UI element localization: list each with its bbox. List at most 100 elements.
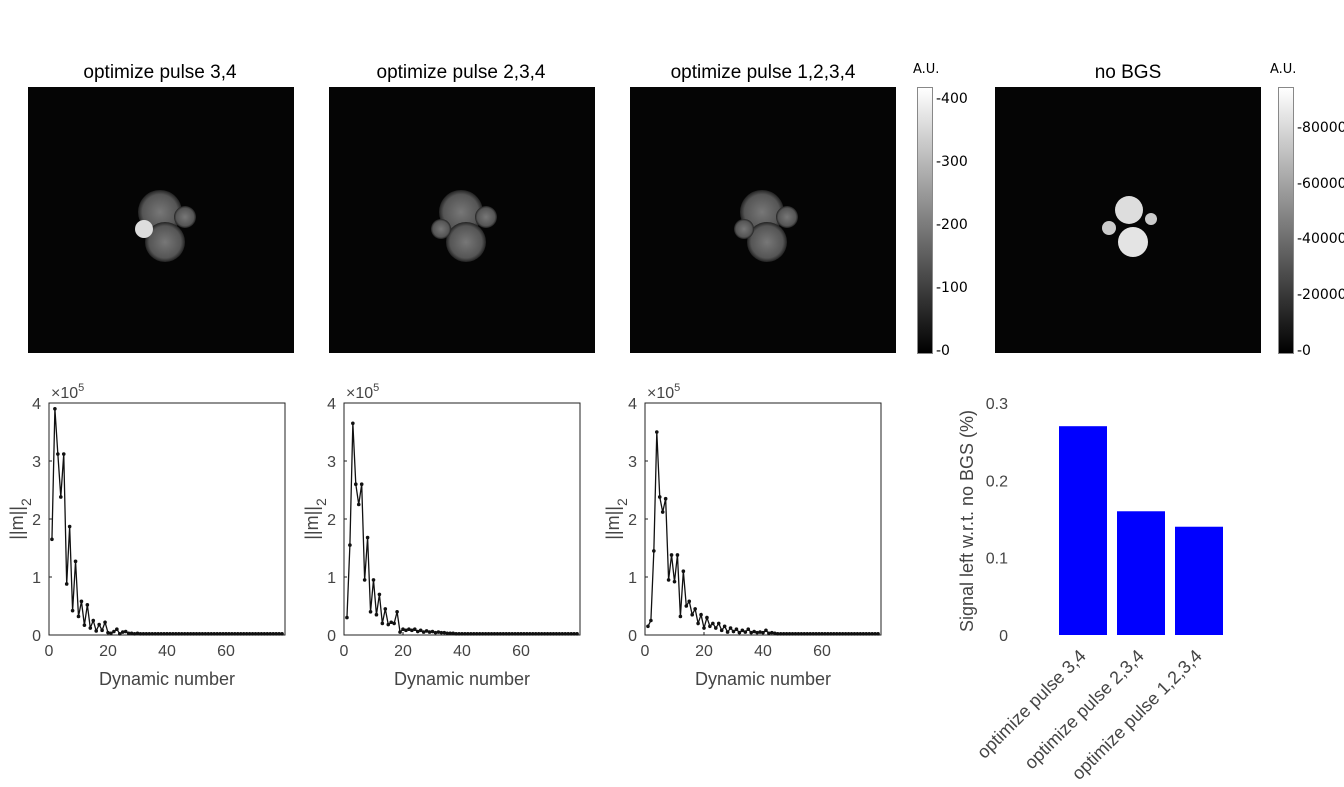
data-point xyxy=(533,632,538,636)
data-point xyxy=(129,631,134,636)
data-point xyxy=(775,632,780,636)
data-point xyxy=(708,624,712,629)
data-point xyxy=(424,629,429,633)
data-point xyxy=(112,629,116,634)
data-point xyxy=(516,632,520,636)
data-point xyxy=(554,632,559,636)
data-point xyxy=(218,632,222,636)
y-tick-label: 3 xyxy=(327,454,336,471)
data-point xyxy=(843,632,848,636)
y-tick-label: 0 xyxy=(327,628,336,645)
data-point xyxy=(758,630,762,634)
data-point xyxy=(536,632,541,636)
data-point xyxy=(398,630,402,634)
data-point xyxy=(796,632,801,636)
data-point xyxy=(770,630,774,635)
data-point xyxy=(224,632,228,636)
data-point xyxy=(734,627,739,631)
data-point xyxy=(362,578,367,582)
data-point xyxy=(177,632,181,636)
data-point xyxy=(144,632,149,636)
bar xyxy=(1117,511,1165,635)
data-point xyxy=(528,632,532,636)
data-point xyxy=(746,627,751,631)
y-axis-label: ||m||2 xyxy=(302,498,329,540)
data-point xyxy=(356,502,361,507)
data-point xyxy=(413,627,417,631)
data-point xyxy=(94,629,98,633)
data-point xyxy=(492,632,497,636)
data-point xyxy=(70,608,75,613)
data-point xyxy=(345,615,349,620)
x-tick-label: 20 xyxy=(99,643,117,660)
data-point xyxy=(767,631,771,636)
data-point xyxy=(752,629,756,634)
y-tick-label: 0 xyxy=(999,628,1008,645)
data-point xyxy=(657,495,662,499)
data-point xyxy=(852,632,857,636)
data-point xyxy=(773,631,777,636)
y-tick-label: 3 xyxy=(628,454,637,471)
data-point xyxy=(740,628,745,633)
bar xyxy=(1059,426,1107,635)
data-point xyxy=(120,630,125,634)
data-point xyxy=(348,543,352,547)
data-point xyxy=(442,630,447,635)
data-point xyxy=(563,632,568,636)
data-point xyxy=(725,630,730,634)
data-point xyxy=(159,632,163,636)
data-point xyxy=(542,632,547,636)
plot-axes xyxy=(644,402,882,636)
y-axis-label: ||m||2 xyxy=(603,498,630,540)
x-tick-label: 0 xyxy=(45,643,54,660)
data-point xyxy=(832,632,836,636)
data-point xyxy=(250,632,255,636)
mri-image-pulse-2-3-4 xyxy=(329,87,595,353)
data-point xyxy=(649,618,653,623)
bar xyxy=(1175,526,1223,635)
x-tick-label: optimize pulse 3,4 xyxy=(973,646,1090,763)
data-point xyxy=(507,632,512,636)
data-point xyxy=(82,623,87,627)
data-point xyxy=(660,510,665,514)
data-point xyxy=(185,632,190,636)
data-point xyxy=(262,632,267,636)
data-point xyxy=(359,482,364,487)
data-point xyxy=(569,632,573,636)
data-point xyxy=(259,632,264,636)
x-axis-label: Dynamic number xyxy=(695,669,831,689)
data-point xyxy=(401,627,405,631)
data-point xyxy=(230,632,234,636)
data-point xyxy=(268,632,273,636)
data-point xyxy=(103,620,107,625)
data-point xyxy=(88,626,93,630)
data-point xyxy=(566,632,570,636)
data-point xyxy=(814,632,818,636)
data-point xyxy=(368,610,373,614)
data-point xyxy=(519,632,523,636)
data-point xyxy=(100,628,104,633)
data-point xyxy=(457,632,461,636)
data-point xyxy=(557,632,562,636)
data-point xyxy=(85,603,90,607)
data-point xyxy=(241,632,246,636)
data-point xyxy=(410,628,414,633)
mri-image-pulse-1-2-3-4 xyxy=(630,87,896,353)
colorbar-tick: -40000 xyxy=(1297,231,1344,248)
colorbar-tick: -80000 xyxy=(1297,119,1344,136)
data-point xyxy=(386,622,391,627)
data-point xyxy=(433,630,438,635)
data-point xyxy=(531,632,535,636)
data-point xyxy=(197,632,202,636)
data-point xyxy=(784,632,789,636)
data-point xyxy=(728,626,733,630)
y-tick-label: 2 xyxy=(32,512,41,529)
data-point xyxy=(539,632,544,636)
data-point xyxy=(463,632,467,636)
colorbar-label: A.U. xyxy=(1270,62,1297,77)
colorbar-label: A.U. xyxy=(913,62,940,77)
data-point xyxy=(418,628,423,633)
data-point xyxy=(486,632,491,636)
y-tick-label: 1 xyxy=(628,570,637,587)
data-point xyxy=(849,632,854,636)
